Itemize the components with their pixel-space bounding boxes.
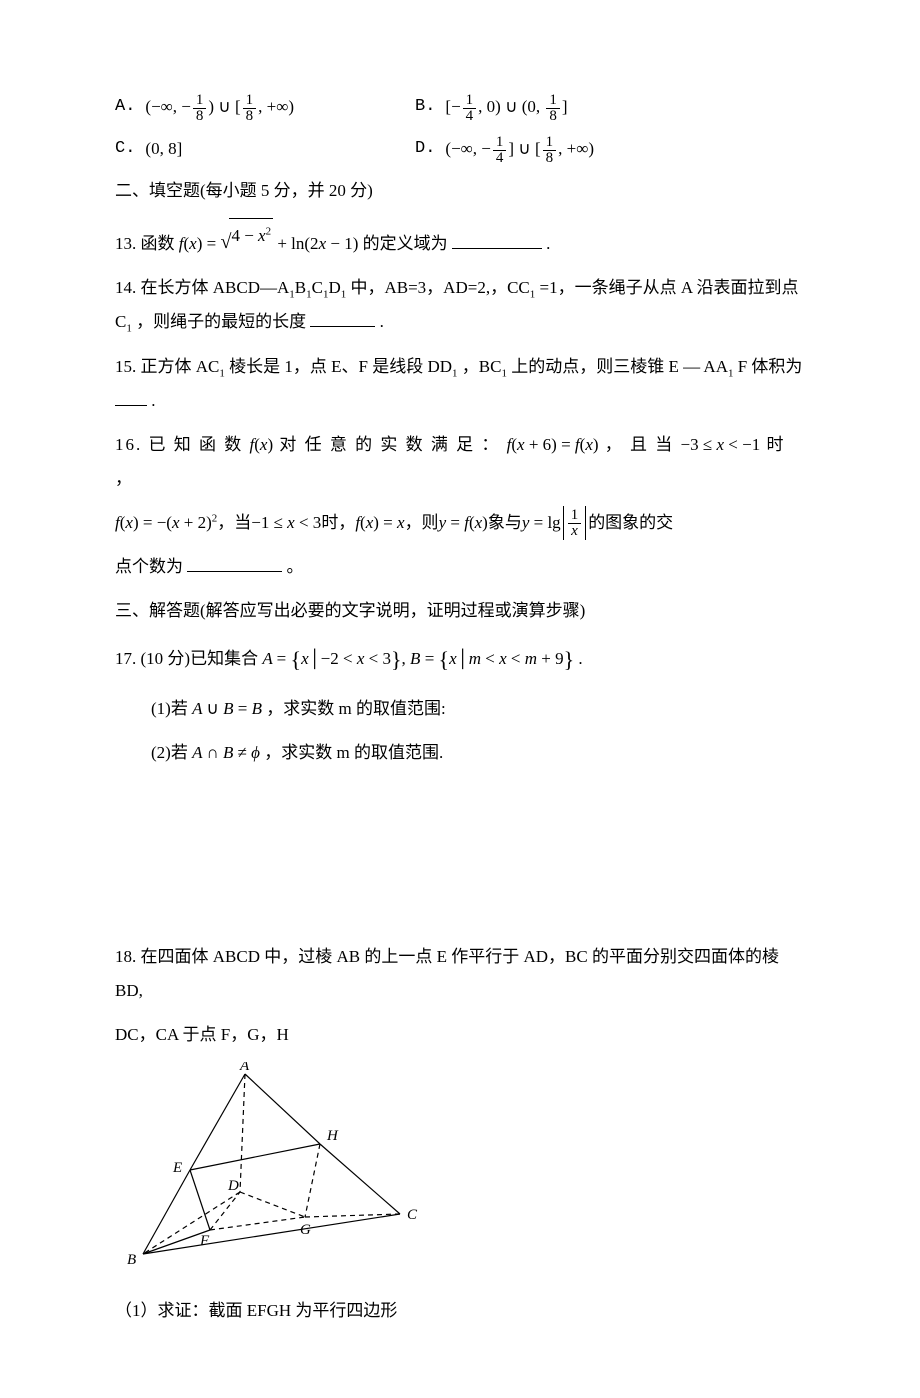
option-a: A. (−∞, −18) ∪ [18, +∞) (115, 90, 415, 124)
option-a-label: A. (115, 90, 135, 124)
q15-text-f: . (151, 391, 155, 410)
q16-text-i: 的图象的交 (588, 506, 673, 540)
q16-math-period: f(x + 6) = f(x) (507, 435, 599, 454)
option-a-math: (−∞, −18) ∪ [18, +∞) (145, 90, 294, 124)
q15-text-b: 棱长是 1，点 E、F 是线段 DD (229, 357, 452, 376)
svg-text:H: H (326, 1128, 339, 1144)
svg-text:D: D (227, 1178, 239, 1194)
q16-text-h: 象与 (488, 506, 522, 540)
option-c-label: C. (115, 132, 135, 166)
q17-1-text-b: ，求实数 m 的取值范围: (266, 699, 445, 718)
q15-text-e: F 体积为 (738, 357, 803, 376)
svg-text:C: C (407, 1207, 418, 1223)
q14-text-a: 14. 在长方体 ABCD—A (115, 278, 289, 297)
q16-math-ylg: y = lg 1x (522, 506, 588, 540)
q14-text-d: C (115, 312, 126, 331)
option-b: B. [−14, 0) ∪ (0, 18] (415, 90, 568, 124)
q14: 14. 在长方体 ABCD—A1B1C1D1 中，AB=3，AD=2,，CC1 … (115, 271, 805, 340)
q13-math: f(x) = √4 − x2 + ln(2x − 1) (179, 234, 363, 253)
svg-text:F: F (199, 1233, 210, 1249)
q17-2-text-a: (2)若 (151, 743, 192, 762)
q17-2-math: A ∩ B ≠ ϕ (192, 743, 260, 762)
q13-text-a: 13. 函数 (115, 234, 179, 253)
tetrahedron-diagram: A H E D G C F B (115, 1062, 805, 1284)
q17-1-text-a: (1)若 (151, 699, 192, 718)
svg-text:A: A (239, 1062, 250, 1074)
q17-1-math: A ∪ B = B (192, 699, 262, 718)
q15-text-a: 15. 正方体 AC (115, 357, 219, 376)
q15: 15. 正方体 AC1 棱长是 1，点 E、F 是线段 DD1 ，BC1 上的动… (115, 350, 805, 418)
q16-math-range1: −3 ≤ x < −1 (681, 435, 761, 454)
tetrahedron-svg: A H E D G C F B (115, 1062, 425, 1272)
q16-math-def1: f(x) = −(x + 2)2 (115, 506, 217, 540)
section-2-header: 二、填空题(每小题 5 分，并 20 分) (115, 174, 805, 208)
q14-text-c: =1，一条绳子从点 A 沿表面拉到点 (540, 278, 799, 297)
q17-2-text-b: ，求实数 m 的取值范围. (264, 743, 443, 762)
q15-text-c: ，BC (462, 357, 502, 376)
spacer (115, 780, 805, 940)
q16-text-f: 时， (321, 506, 355, 540)
q16-math-yfx: y = f(x) (439, 506, 488, 540)
q16-line3: 点个数为 。 (115, 550, 805, 584)
q16-math-def2: f(x) = x (355, 506, 404, 540)
q14-blank (310, 309, 375, 327)
option-c-math: (0, 8] (145, 132, 182, 166)
option-row-cd: C. (0, 8] D. (−∞, −14] ∪ [18, +∞) (115, 132, 805, 166)
section-3-header: 三、解答题(解答应写出必要的文字说明，证明过程或演算步骤) (115, 594, 805, 628)
option-d: D. (−∞, −14] ∪ [18, +∞) (415, 132, 594, 166)
q16-math-fx: f(x) (250, 435, 274, 454)
q17-part2: (2)若 A ∩ B ≠ ϕ ，求实数 m 的取值范围. (115, 736, 805, 770)
q13-text-c: . (546, 234, 550, 253)
option-d-label: D. (415, 132, 435, 166)
q17-part1: (1)若 A ∪ B = B ，求实数 m 的取值范围: (115, 692, 805, 726)
option-row-ab: A. (−∞, −18) ∪ [18, +∞) B. [−14, 0) ∪ (0… (115, 90, 805, 124)
option-c: C. (0, 8] (115, 132, 415, 166)
q18-line1: 18. 在四面体 ABCD 中，过棱 AB 的上一点 E 作平行于 AD，BC … (115, 940, 805, 1008)
option-d-math: (−∞, −14] ∪ [18, +∞) (445, 132, 594, 166)
q13: 13. 函数 f(x) = √4 − x2 + ln(2x − 1) 的定义域为… (115, 218, 805, 261)
q13-text-b: 的定义域为 (363, 234, 448, 253)
q16-text-g: ，则 (405, 506, 439, 540)
q14-text-f: . (380, 312, 384, 331)
q16-line2: f(x) = −(x + 2)2 ，当 −1 ≤ x < 3 时， f(x) =… (115, 506, 805, 540)
option-b-label: B. (415, 90, 435, 124)
q16-text-j: 点个数为 (115, 557, 183, 576)
q17-math-sets: A = {x│−2 < x < 3}, B = {x│m < x < m + 9… (262, 649, 578, 668)
q15-text-d: 上的动点，则三棱锥 E — AA (511, 357, 728, 376)
q16-blank (187, 554, 282, 572)
q16-math-range2: −1 ≤ x < 3 (251, 506, 321, 540)
q14-text-e: ，则绳子的最短的长度 (136, 312, 306, 331)
q13-blank (452, 231, 542, 249)
option-b-math: [−14, 0) ∪ (0, 18] (445, 90, 567, 124)
svg-text:G: G (300, 1222, 311, 1238)
q15-blank (115, 388, 147, 406)
q16-text-e: ，当 (217, 506, 251, 540)
q17: 17. (10 分)已知集合 A = {x│−2 < x < 3}, B = {… (115, 638, 805, 682)
q16-text-c: ， 且 当 (605, 435, 681, 454)
q16-text-a: 16. 已 知 函 数 (115, 435, 250, 454)
q18-line2: DC，CA 于点 F，G，H (115, 1018, 805, 1052)
q18-part1: （1）求证：截面 EFGH 为平行四边形 (115, 1294, 805, 1328)
svg-text:B: B (127, 1252, 136, 1268)
q16-line1: 16. 已 知 函 数 f(x) 对 任 意 的 实 数 满 足 ： f(x +… (115, 428, 805, 496)
q16-text-b: 对 任 意 的 实 数 满 足 ： (279, 435, 500, 454)
svg-text:E: E (172, 1160, 182, 1176)
q17-text-b: . (578, 649, 582, 668)
q14-text-b: 中，AB=3，AD=2,，CC (350, 278, 529, 297)
q17-text-a: 17. (10 分)已知集合 (115, 649, 262, 668)
q16-text-k: 。 (287, 557, 304, 576)
